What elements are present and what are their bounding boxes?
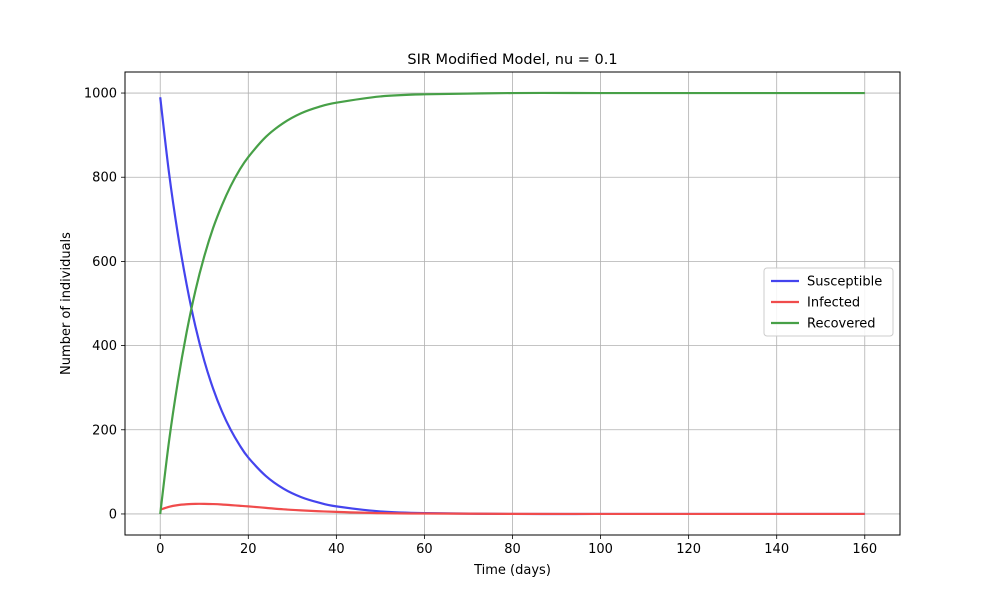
y-axis-label: Number of individuals <box>59 232 74 375</box>
x-tick-label: 20 <box>240 542 257 557</box>
series-line-infected <box>159 502 865 516</box>
y-tick-label: 600 <box>92 255 117 270</box>
legend-label-recovered: Recovered <box>807 317 876 332</box>
y-axis-ticks: 0 200 400 600 800 1000 <box>84 87 125 522</box>
legend-label-susceptible: Susceptible <box>807 275 882 290</box>
legend: Susceptible Infected Recovered <box>763 267 894 337</box>
legend-box <box>763 267 894 337</box>
x-tick-label: 100 <box>588 542 613 557</box>
x-axis-label: Time (days) <box>473 563 551 578</box>
chart-title: SIR Modified Model, nu = 0.1 <box>407 52 617 68</box>
x-tick-label: 40 <box>328 542 345 557</box>
x-tick-label: 160 <box>852 542 877 557</box>
x-tick-label: 0 <box>156 542 164 557</box>
y-tick-label: 1000 <box>84 87 117 102</box>
plot-lines <box>159 91 865 516</box>
x-tick-label: 140 <box>764 542 789 557</box>
x-tick-label: 80 <box>504 542 521 557</box>
x-tick-label: 60 <box>416 542 433 557</box>
y-tick-label: 800 <box>92 171 117 186</box>
legend-label-infected: Infected <box>807 296 860 311</box>
y-tick-label: 0 <box>109 507 117 522</box>
y-tick-label: 200 <box>92 423 117 438</box>
y-tick-label: 400 <box>92 339 117 354</box>
series-line-recovered <box>159 91 865 515</box>
x-tick-label: 120 <box>676 542 701 557</box>
x-axis-ticks: 0 20 40 60 80 100 120 140 160 <box>156 535 877 557</box>
